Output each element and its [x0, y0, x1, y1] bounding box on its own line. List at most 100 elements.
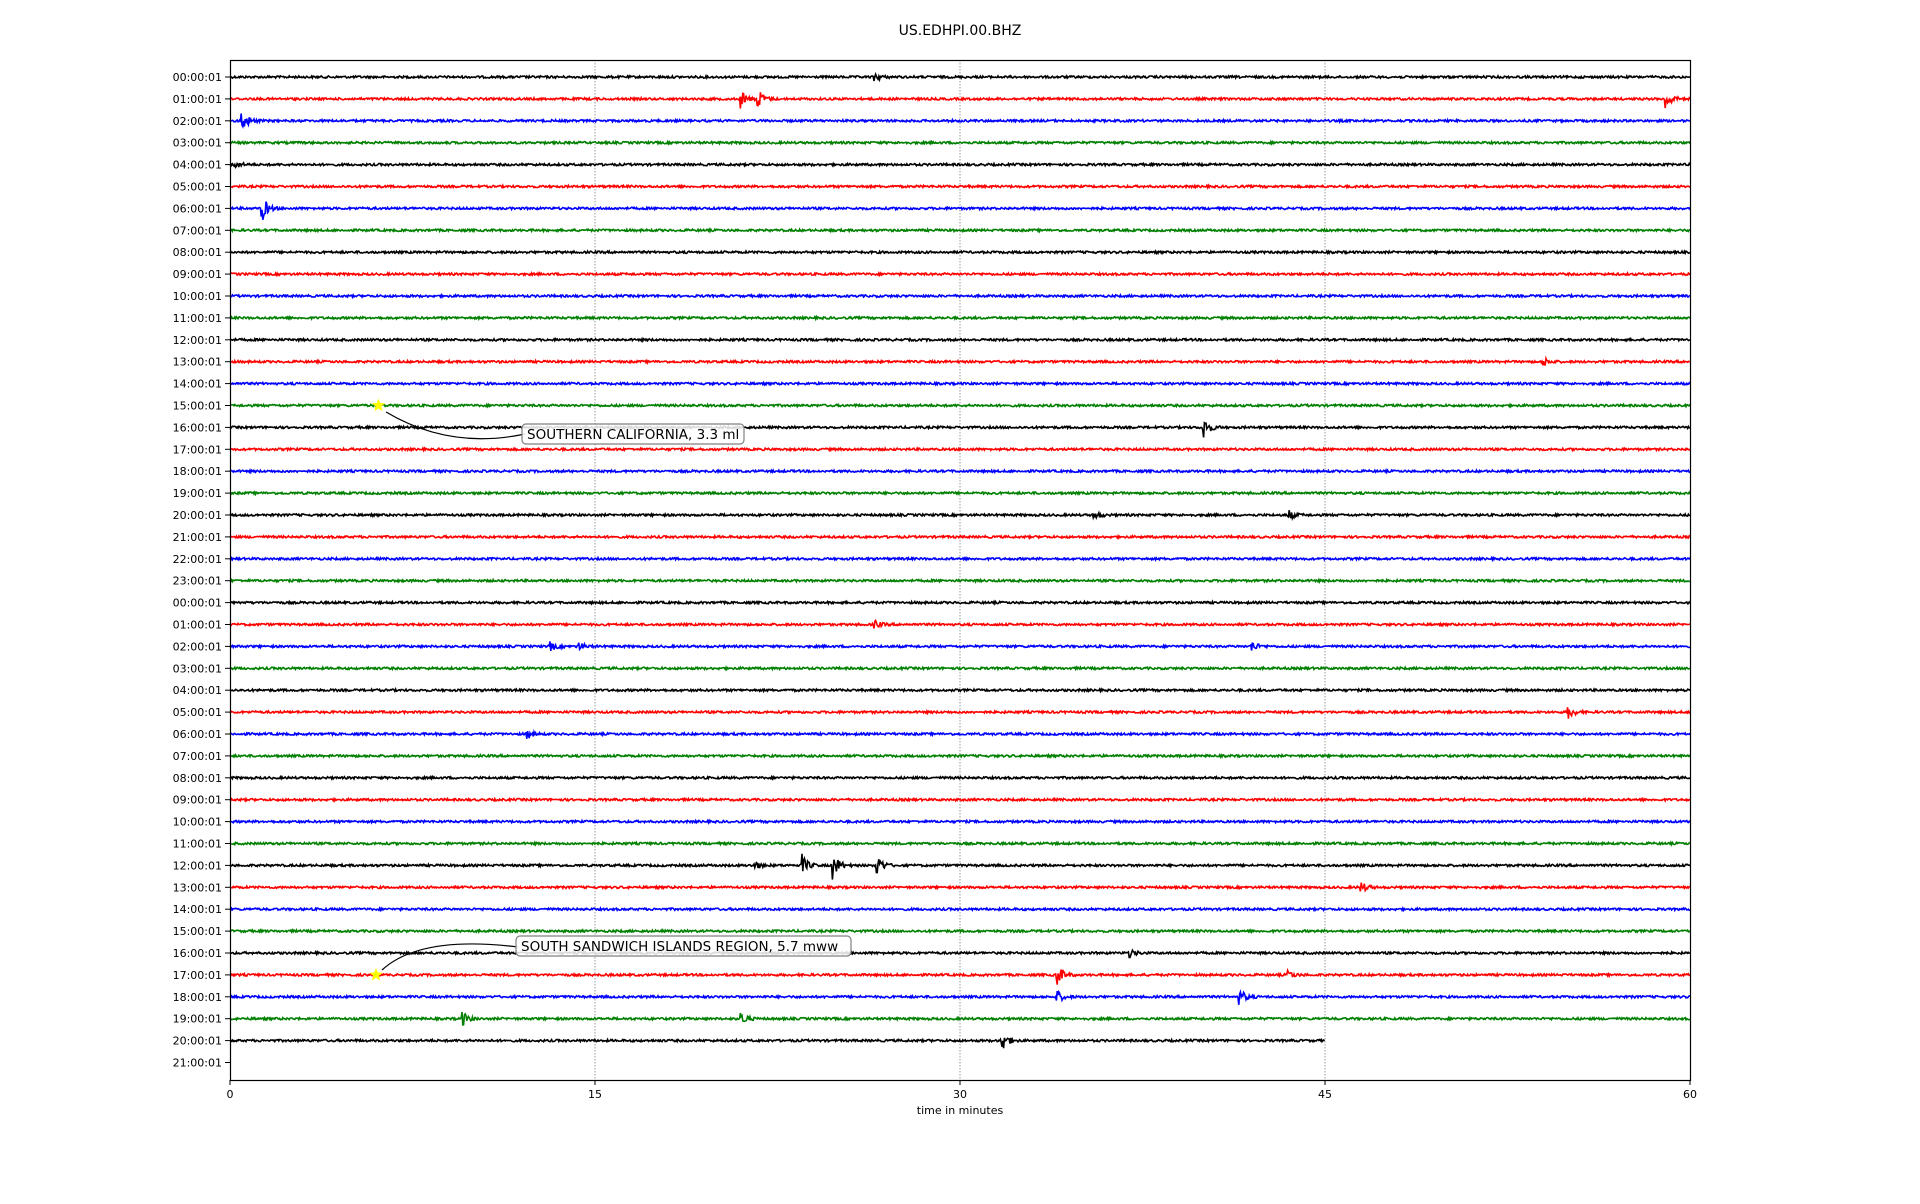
trace-row-0	[229, 71, 1691, 83]
y-tick-label: 10:00:01	[173, 290, 222, 303]
x-tick-label: 0	[227, 1088, 234, 1101]
annotation-box	[521, 423, 745, 445]
y-tick-label: 15:00:01	[173, 400, 222, 413]
y-tick-label: 19:00:01	[173, 487, 222, 500]
trace-row-20	[229, 510, 1691, 522]
trace-row-1	[229, 92, 1691, 109]
chart-title: US.EDHPI.00.BHZ	[899, 23, 1022, 39]
y-tick-label: 10:00:01	[173, 816, 222, 829]
y-tick-label: 17:00:01	[173, 443, 222, 456]
trace-row-11	[229, 314, 1691, 322]
trace-row-37	[229, 882, 1691, 893]
y-tick-label: 14:00:01	[173, 378, 222, 391]
trace-row-25	[229, 618, 1691, 629]
trace-row-13	[229, 355, 1691, 366]
trace-row-18	[229, 467, 1691, 475]
trace-row-36	[229, 853, 1691, 880]
y-tick-label: 07:00:01	[173, 750, 222, 763]
trace-row-43	[229, 1011, 1691, 1026]
trace-row-42	[229, 989, 1691, 1005]
trace-row-41	[229, 967, 1691, 985]
trace-row-6	[229, 201, 1691, 220]
trace-row-17	[229, 446, 1691, 453]
x-tick-label: 15	[588, 1088, 602, 1101]
trace-row-28	[229, 686, 1691, 694]
y-tick-label: 18:00:01	[173, 465, 222, 478]
y-tick-label: 01:00:01	[173, 619, 222, 632]
x-axis: 0 15 30 45 60	[227, 1080, 1697, 1101]
trace-row-31	[229, 752, 1691, 760]
trace-row-23	[229, 577, 1691, 584]
annotation-box	[515, 935, 852, 957]
x-tick-label: 30	[953, 1088, 967, 1101]
y-tick-label: 02:00:01	[173, 115, 222, 128]
trace-row-38	[229, 905, 1691, 913]
annotation-connector	[381, 943, 519, 971]
y-tick-label: 00:00:01	[173, 597, 222, 610]
y-tick-label: 17:00:01	[173, 969, 222, 982]
y-tick-label: 08:00:01	[173, 772, 222, 785]
trace-row-14	[229, 380, 1691, 387]
x-tick-label: 45	[1318, 1088, 1332, 1101]
x-tick-label: 60	[1683, 1088, 1697, 1101]
y-axis: 00:00:01 01:00:01 02:00:01 03:00:01 04:00:01…	[173, 71, 230, 1070]
y-tick-label: 12:00:01	[173, 334, 222, 347]
y-tick-label: 06:00:01	[173, 728, 222, 741]
trace-row-9	[229, 270, 1691, 278]
trace-row-40	[229, 948, 1691, 959]
trace-row-26	[229, 641, 1690, 652]
y-tick-label: 09:00:01	[173, 268, 222, 281]
y-tick-label: 21:00:01	[173, 531, 222, 544]
trace-row-3	[229, 139, 1691, 146]
y-tick-label: 21:00:01	[173, 1057, 222, 1070]
y-tick-label: 02:00:01	[173, 640, 222, 653]
y-tick-label: 13:00:01	[173, 356, 222, 369]
y-tick-label: 22:00:01	[173, 553, 222, 566]
trace-row-34	[229, 818, 1691, 826]
trace-row-44	[229, 1036, 1326, 1049]
traces	[229, 71, 1691, 1049]
y-tick-label: 05:00:01	[173, 706, 222, 719]
trace-row-35	[229, 840, 1691, 847]
trace-row-27	[229, 665, 1690, 672]
annotation-label: SOUTH SANDWICH ISLANDS REGION, 5.7 mww	[521, 939, 838, 955]
trace-row-12	[229, 336, 1691, 344]
event-star-icon	[369, 967, 383, 981]
y-tick-label: 14:00:01	[173, 903, 222, 916]
trace-row-19	[229, 489, 1691, 497]
y-tick-label: 16:00:01	[173, 421, 222, 434]
trace-row-10	[229, 292, 1691, 300]
trace-row-22	[229, 555, 1691, 563]
trace-row-4	[229, 161, 1691, 169]
annotation-southern-california: SOUTHERN CALIFORNIA, 3.3 ml	[385, 411, 745, 445]
trace-row-7	[229, 227, 1691, 234]
trace-row-16	[229, 421, 1691, 438]
y-tick-label: 08:00:01	[173, 246, 222, 259]
y-tick-label: 20:00:01	[173, 509, 222, 522]
y-tick-label: 19:00:01	[173, 1013, 222, 1026]
trace-row-21	[229, 533, 1691, 541]
y-tick-label: 06:00:01	[173, 202, 222, 215]
trace-row-15	[229, 402, 1691, 409]
y-tick-label: 03:00:01	[173, 137, 222, 150]
y-tick-label: 13:00:01	[173, 881, 222, 894]
trace-row-32	[229, 774, 1691, 781]
y-tick-label: 00:00:01	[173, 71, 222, 84]
y-tick-label: 18:00:01	[173, 991, 222, 1004]
y-tick-label: 12:00:01	[173, 859, 222, 872]
y-tick-label: 04:00:01	[173, 159, 222, 172]
trace-row-24	[230, 599, 1691, 606]
y-tick-label: 11:00:01	[173, 312, 222, 325]
trace-row-29	[229, 707, 1691, 719]
trace-row-30	[229, 728, 1691, 739]
event-star-icon	[371, 398, 386, 412]
y-tick-label: 03:00:01	[173, 662, 222, 675]
y-tick-label: 20:00:01	[173, 1035, 222, 1048]
y-tick-label: 07:00:01	[173, 224, 222, 237]
y-tick-label: 04:00:01	[173, 684, 222, 697]
annotation-connector	[385, 411, 526, 440]
y-tick-label: 01:00:01	[173, 93, 222, 106]
y-tick-label: 09:00:01	[173, 794, 222, 807]
annotation-label: SOUTHERN CALIFORNIA, 3.3 ml	[527, 427, 739, 443]
